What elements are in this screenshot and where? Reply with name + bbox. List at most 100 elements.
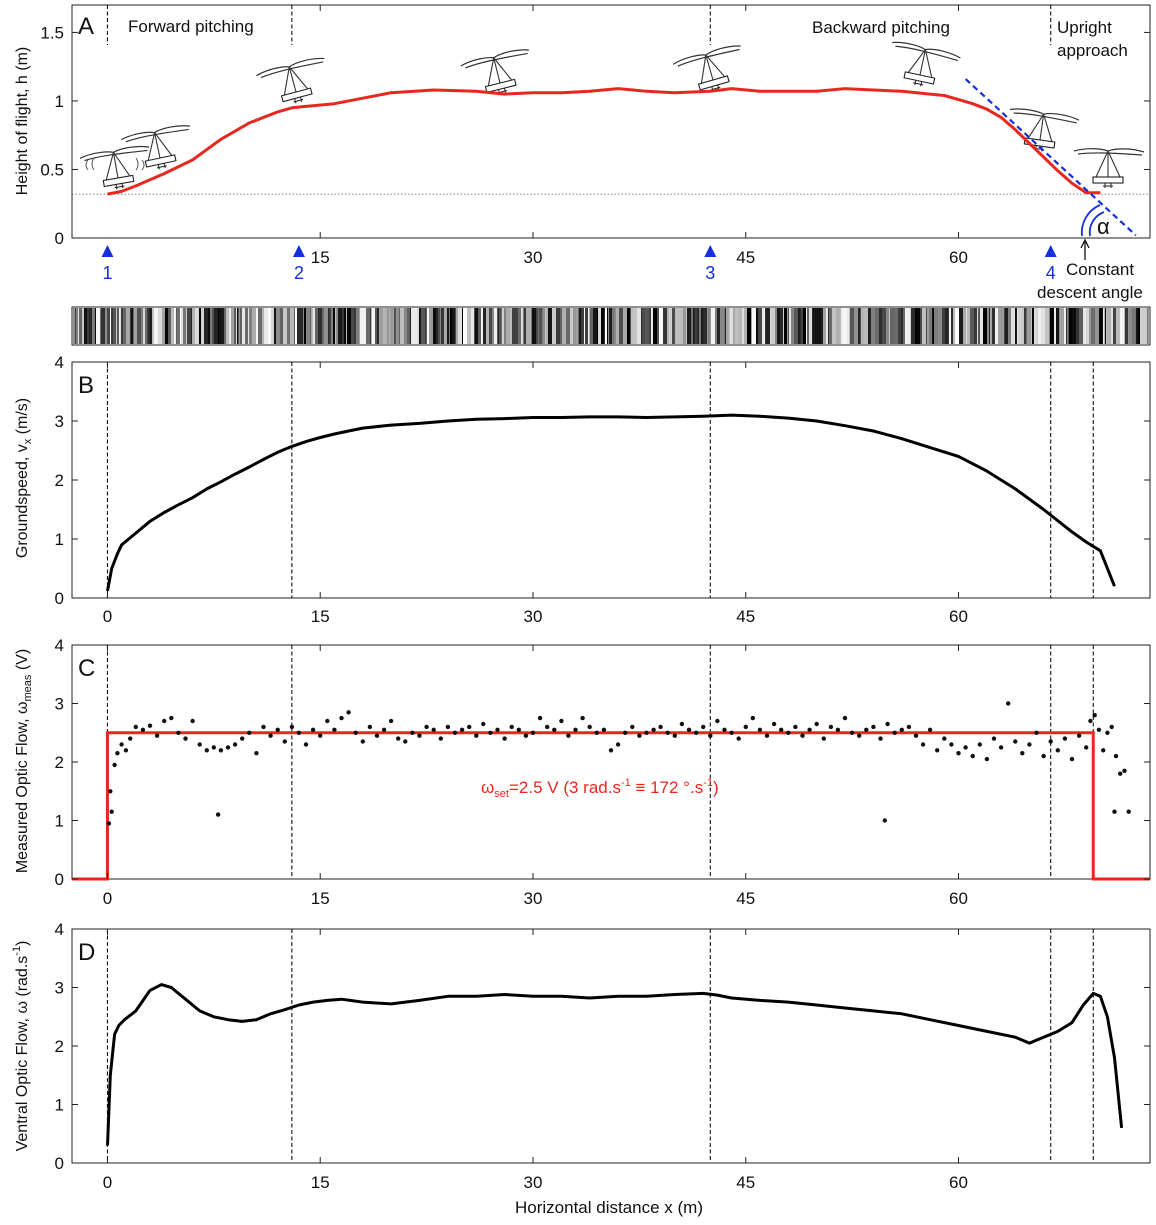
measured-optic-flow-point xyxy=(764,733,770,738)
measured-optic-flow-point xyxy=(523,733,529,738)
texture-bar xyxy=(879,308,882,344)
texture-bar xyxy=(89,308,92,344)
texture-bar xyxy=(360,308,364,344)
texture-bar xyxy=(75,308,76,344)
rotor-icon xyxy=(672,45,741,67)
y-tick-label: 0 xyxy=(55,229,64,248)
body-icon xyxy=(1092,176,1124,184)
texture-bar xyxy=(667,308,669,344)
panel-d-label: D xyxy=(78,939,95,966)
measured-optic-flow-point xyxy=(559,718,564,724)
measured-optic-flow-point xyxy=(1084,745,1089,750)
texture-bar xyxy=(231,308,234,344)
texture-bar xyxy=(452,308,455,344)
frame-icon xyxy=(1027,113,1053,142)
texture-bar xyxy=(463,308,467,344)
texture-bar xyxy=(1113,308,1116,344)
texture-bar xyxy=(475,308,478,344)
texture-bar xyxy=(864,308,868,344)
texture-bar xyxy=(208,308,210,344)
measured-optic-flow-point xyxy=(1013,739,1018,744)
texture-bar xyxy=(672,308,675,344)
texture-bar xyxy=(204,308,208,344)
motion-lines-icon xyxy=(85,157,145,171)
texture-bar xyxy=(240,308,242,344)
texture-bar xyxy=(506,308,510,344)
body-icon xyxy=(280,87,313,103)
measured-optic-flow-point xyxy=(615,742,621,747)
texture-bar xyxy=(234,308,236,344)
texture-bar xyxy=(242,308,245,344)
texture-bar xyxy=(698,308,699,344)
texture-bar xyxy=(850,308,851,344)
texture-bar xyxy=(87,308,89,344)
measured-optic-flow-point xyxy=(388,718,394,724)
texture-bar xyxy=(943,308,945,344)
setpoint-text-1: =2.5 V (3 rad.s xyxy=(509,778,621,797)
texture-bar xyxy=(530,308,531,344)
measured-optic-flow-point xyxy=(495,727,500,732)
measured-optic-flow-point xyxy=(481,721,486,727)
texture-bar xyxy=(641,308,642,344)
texture-bar xyxy=(889,308,890,344)
measured-optic-flow-point xyxy=(899,727,904,732)
texture-bar xyxy=(121,308,123,344)
texture-bar xyxy=(1024,308,1026,344)
texture-bar xyxy=(990,308,992,344)
texture-bar xyxy=(898,308,901,344)
texture-bar xyxy=(328,308,329,344)
texture-bar xyxy=(916,308,920,344)
texture-bar xyxy=(828,308,829,344)
texture-bar xyxy=(663,308,667,344)
texture-bar xyxy=(733,308,735,344)
measured-optic-flow-point xyxy=(885,721,890,727)
texture-bar xyxy=(546,308,548,344)
phase-label-approach: approach xyxy=(1057,41,1128,60)
texture-bar xyxy=(1136,308,1138,344)
ground-texture-strip xyxy=(71,306,1151,346)
texture-bar xyxy=(1106,308,1107,344)
x-tick-label: 15 xyxy=(311,889,330,908)
texture-bar xyxy=(957,308,959,344)
measured-optic-flow-point xyxy=(630,724,635,730)
texture-bar xyxy=(450,308,452,344)
measured-optic-flow-point xyxy=(821,736,826,741)
texture-bar xyxy=(364,308,366,344)
helicopter-icon xyxy=(121,125,191,170)
body-icon xyxy=(144,154,177,168)
texture-bar xyxy=(903,308,905,344)
texture-bar xyxy=(967,308,970,344)
texture-bar xyxy=(989,308,990,344)
panel-b-label: B xyxy=(78,372,94,399)
texture-bar xyxy=(794,308,798,344)
texture-bar xyxy=(983,308,987,344)
setpoint-annotation: ωset=2.5 V (3 rad.s-1 ≡ 172 °.s-1) xyxy=(481,777,719,800)
measured-optic-flow-point xyxy=(722,727,727,732)
texture-bar xyxy=(427,308,429,344)
measured-optic-flow-point xyxy=(736,736,741,741)
y-tick-label: 1 xyxy=(55,530,64,549)
texture-bar xyxy=(922,308,926,344)
texture-bar xyxy=(501,308,502,344)
texture-bar xyxy=(290,308,294,344)
measured-optic-flow-point xyxy=(552,727,557,732)
rotor-icon xyxy=(256,57,325,79)
texture-bar xyxy=(695,308,697,344)
panel-a-position-markers: 1 2 3 4 xyxy=(101,245,1057,283)
measured-optic-flow-point xyxy=(516,727,521,732)
measured-optic-flow-point xyxy=(211,745,216,750)
measured-optic-flow-point xyxy=(991,736,997,741)
measured-optic-flow-point xyxy=(786,730,791,735)
texture-bar xyxy=(771,308,775,344)
panel-b-x-ticks: 0 15 30 45 60 xyxy=(103,362,968,626)
measured-optic-flow-point xyxy=(793,724,798,730)
texture-bar xyxy=(780,308,783,344)
texture-bar xyxy=(372,308,375,344)
texture-bar xyxy=(123,308,126,344)
texture-bar xyxy=(400,308,404,344)
helicopter-icon xyxy=(1073,148,1145,188)
texture-bar xyxy=(926,308,927,344)
measured-optic-flow-point xyxy=(1027,742,1032,747)
panel-c-y-ticks: 0 1 2 3 4 xyxy=(55,636,1150,889)
